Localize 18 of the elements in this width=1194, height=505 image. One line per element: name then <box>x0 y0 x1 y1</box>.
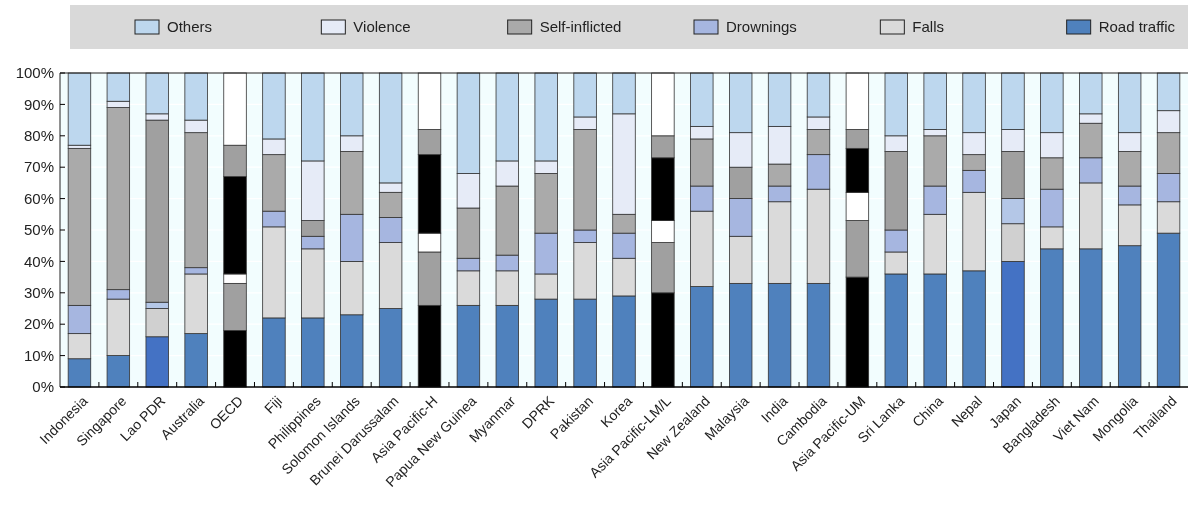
legend-label: Drownings <box>726 18 797 35</box>
y-tick-label: 40% <box>23 252 54 270</box>
legend-label: Falls <box>912 18 945 35</box>
legend-label: Self-inflicted <box>539 18 622 35</box>
y-tick-label: 0% <box>32 378 54 396</box>
legend-label: Violence <box>353 18 411 35</box>
y-tick-label: 20% <box>23 315 54 333</box>
y-tick-label: 70% <box>23 158 54 176</box>
bar <box>67 72 92 146</box>
y-tick-label: 60% <box>23 189 54 207</box>
legend-label: Others <box>167 18 213 35</box>
y-tick-label: 50% <box>23 221 54 239</box>
y-tick-label: 30% <box>23 284 54 302</box>
y-tick-label: 100% <box>15 64 54 82</box>
y-tick-label: 10% <box>23 346 54 364</box>
y-tick-label: 80% <box>23 127 54 145</box>
y-tick-label: 90% <box>23 95 54 113</box>
legend-label: Road traffic <box>1098 18 1176 35</box>
